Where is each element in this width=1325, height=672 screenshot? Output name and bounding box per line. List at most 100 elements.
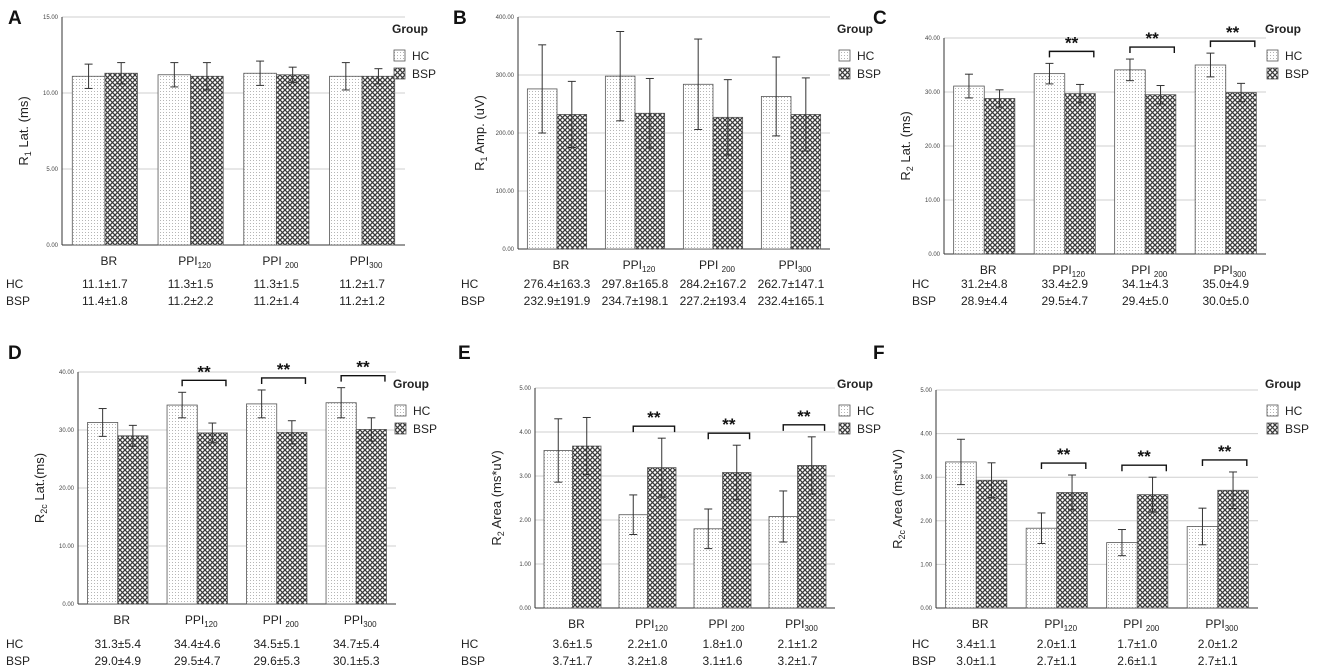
legend-swatch-hc xyxy=(838,49,851,62)
panel-letter: D xyxy=(8,343,22,364)
legend-label-hc: HC xyxy=(412,49,430,63)
legend-title: Group xyxy=(1265,22,1301,36)
significance-marker: ** xyxy=(277,360,291,379)
y-axis-label-main: R xyxy=(16,156,31,165)
x-category-main: PPI xyxy=(1052,263,1071,277)
bar-hc-0 xyxy=(945,461,977,609)
x-category-main: PPI xyxy=(1205,617,1224,631)
x-category-sub: 300 xyxy=(804,624,818,633)
y-tick-label: 5.00 xyxy=(920,388,932,394)
x-category-label: PPI300 xyxy=(344,613,377,629)
legend-title: Group xyxy=(1265,377,1301,391)
x-category-main: PPI xyxy=(785,617,804,631)
significance-marker: ** xyxy=(1065,33,1079,52)
x-category-sub: 120 xyxy=(654,624,668,633)
legend-label-bsp: BSP xyxy=(413,422,437,436)
legend-label-bsp: BSP xyxy=(1285,422,1309,436)
stat-hc: 11.3±1.5 xyxy=(168,277,214,291)
significance-bracket xyxy=(707,432,751,440)
row-label-hc: HC xyxy=(461,277,479,291)
significance-bracket xyxy=(782,424,826,431)
y-tick-label: 20.00 xyxy=(59,486,75,492)
y-tick-label: 15.00 xyxy=(43,15,59,21)
bar-bsp-3 xyxy=(1225,92,1257,255)
x-category-main: BR xyxy=(113,613,130,627)
x-category-label: BR xyxy=(101,254,118,268)
significance-bracket xyxy=(1121,464,1168,472)
legend: Group HC BSP xyxy=(837,377,881,436)
y-axis-label: R2 Area (ms*uV) xyxy=(489,450,506,545)
stat-hc: 297.8±165.8 xyxy=(602,277,669,291)
y-tick-label: 1.00 xyxy=(519,562,531,568)
x-category-label: PPI120 xyxy=(178,254,211,270)
legend-swatch-bsp xyxy=(1266,67,1279,80)
y-axis-label-rest: Lat.(ms) xyxy=(32,453,47,504)
y-tick-label: 1.00 xyxy=(920,562,932,568)
y-axis-label: R1 Lat. (ms) xyxy=(16,96,33,165)
x-category-main: PPI xyxy=(1044,617,1063,631)
stat-bsp: 3.1±1.6 xyxy=(703,654,743,668)
x-category-main: PPI xyxy=(779,258,798,272)
legend: Group HC BSP xyxy=(837,22,881,81)
stat-hc: 31.3±5.4 xyxy=(94,637,141,651)
y-tick-label: 0.00 xyxy=(46,243,58,249)
y-tick-label: 20.00 xyxy=(925,144,941,150)
legend-label-bsp: BSP xyxy=(857,422,881,436)
x-category-sub: 120 xyxy=(642,265,656,274)
y-axis-label-main: R xyxy=(472,162,487,171)
y-axis-label-main: R xyxy=(898,171,913,180)
y-axis-label-sub: 2 xyxy=(905,166,915,171)
significance-bracket xyxy=(260,377,307,384)
x-category-sub: 300 xyxy=(1233,270,1247,279)
panel-letter: A xyxy=(8,8,22,29)
legend-label-hc: HC xyxy=(857,49,875,63)
row-label-bsp: BSP xyxy=(461,294,485,308)
legend-label-hc: HC xyxy=(1285,49,1303,63)
stat-hc: 2.2±1.0 xyxy=(628,637,668,651)
x-category-label: PPI 200 xyxy=(1131,263,1168,279)
row-label-hc: HC xyxy=(6,637,24,651)
panel-f: F 0.00 1.00 2.00 3.00 4.00 5.00 R2c Area (ms*uV… xyxy=(873,343,1309,668)
x-category-main: PPI xyxy=(699,258,722,272)
bar-hc-2 xyxy=(1114,69,1146,255)
y-tick-label: 5.00 xyxy=(46,167,58,173)
stat-bsp: 30.1±5.3 xyxy=(333,654,380,668)
x-category-label: PPI300 xyxy=(1213,263,1246,279)
y-axis-label-sub: 2c xyxy=(39,504,49,514)
bar-bsp-0 xyxy=(104,72,138,246)
x-category-main: PPI xyxy=(344,613,363,627)
y-axis-label-rest: Area (ms*uV) xyxy=(890,449,905,530)
significance-marker: ** xyxy=(197,362,211,381)
legend-swatch-bsp xyxy=(838,422,851,435)
y-tick-label: 3.00 xyxy=(920,475,932,481)
legend-swatch-hc xyxy=(1266,49,1279,62)
y-tick-label: 0.00 xyxy=(920,606,932,612)
x-category-main: PPI xyxy=(635,617,654,631)
x-category-label: PPI300 xyxy=(779,258,812,274)
legend-title: Group xyxy=(837,22,873,36)
x-category-main: PPI xyxy=(623,258,642,272)
y-tick-label: 2.00 xyxy=(920,519,932,525)
x-category-main: PPI xyxy=(708,617,731,631)
significance-bracket xyxy=(1129,46,1176,54)
y-tick-label: 400.00 xyxy=(496,15,515,21)
legend-swatch-bsp xyxy=(394,422,407,435)
significance-marker: ** xyxy=(1218,442,1232,461)
y-tick-label: 3.00 xyxy=(519,474,531,480)
stat-hc: 11.1±1.7 xyxy=(82,277,128,291)
row-label-hc: HC xyxy=(461,637,479,651)
x-category-main: BR xyxy=(101,254,118,268)
panel-letter: C xyxy=(873,8,887,29)
stat-hc: 34.5±5.1 xyxy=(253,637,300,651)
significance-marker: ** xyxy=(1146,29,1160,48)
row-label-hc: HC xyxy=(912,277,930,291)
stat-bsp: 3.2±1.8 xyxy=(628,654,668,668)
legend-title: Group xyxy=(392,22,428,36)
legend: Group HC BSP xyxy=(393,377,437,436)
stat-hc: 35.0±4.9 xyxy=(1202,277,1249,291)
panel-letter: F xyxy=(873,343,885,364)
stat-hc: 3.4±1.1 xyxy=(956,637,996,651)
x-category-main: PPI xyxy=(263,613,286,627)
bar-bsp-2 xyxy=(1144,94,1177,255)
stat-bsp: 3.0±1.1 xyxy=(956,654,996,668)
